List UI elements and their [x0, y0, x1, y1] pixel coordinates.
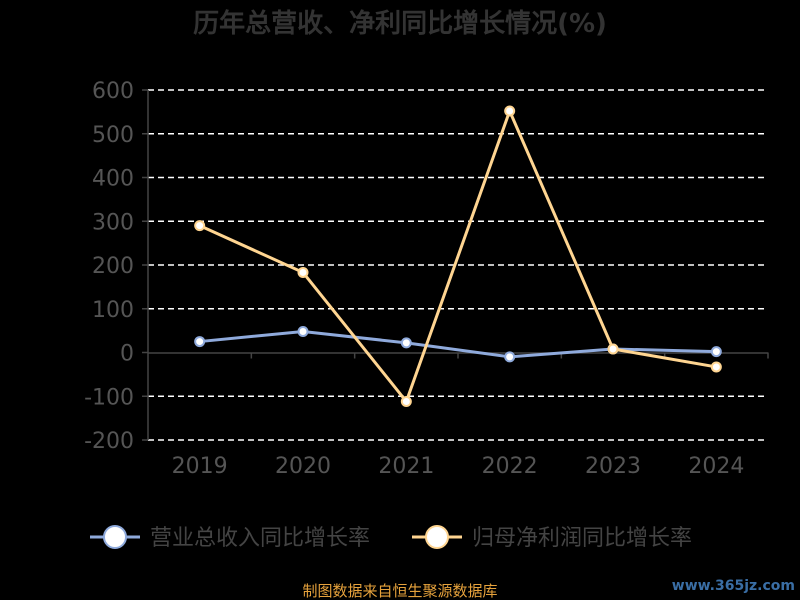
- x-tick-label: 2023: [585, 454, 641, 479]
- series-2: [194, 105, 722, 407]
- legend-item-1[interactable]: 营业总收入同比增长率: [90, 525, 370, 551]
- data-point: [194, 220, 206, 232]
- data-point: [607, 343, 619, 355]
- y-tick-label: 300: [92, 210, 134, 235]
- legend-label: 归母净利润同比增长率: [472, 526, 692, 551]
- source-note: 制图数据来自恒生聚源数据库: [302, 582, 497, 600]
- y-tick-label: -100: [84, 385, 134, 410]
- legend: 营业总收入同比增长率 归母净利润同比增长率: [90, 525, 692, 551]
- x-tick-label: 2021: [378, 454, 434, 479]
- data-point: [400, 396, 412, 407]
- x-axis-ticks: 2019 2020 2021 2022 2023 2024: [172, 352, 769, 479]
- x-tick-label: 2020: [275, 454, 331, 479]
- y-tick-label: -200: [84, 429, 134, 454]
- y-axis-ticks: 600 500 400 300 200 100 0 -100 -200: [84, 79, 148, 454]
- data-point: [194, 336, 206, 348]
- data-point: [297, 326, 309, 337]
- chart-title: 历年总营收、净利同比增长情况(%): [193, 8, 607, 39]
- x-tick-label: 2019: [172, 454, 228, 479]
- legend-label: 营业总收入同比增长率: [150, 526, 370, 551]
- legend-marker: [103, 525, 127, 549]
- series-line: [199, 329, 717, 359]
- y-tick-label: 500: [92, 123, 134, 148]
- y-tick-label: 400: [92, 167, 134, 192]
- x-tick-label: 2022: [482, 454, 538, 479]
- legend-marker: [425, 525, 449, 549]
- data-point: [400, 337, 412, 349]
- data-point: [710, 361, 722, 373]
- x-tick-label: 2024: [688, 454, 744, 479]
- data-point: [297, 266, 309, 278]
- data-point: [504, 105, 516, 117]
- y-tick-label: 100: [92, 298, 134, 323]
- y-tick-label: 200: [92, 254, 134, 279]
- grid-lines: [148, 89, 768, 441]
- series-layer: [194, 105, 722, 407]
- watermark: www.365jz.com: [672, 578, 795, 594]
- data-point: [710, 346, 722, 358]
- series-line: [199, 106, 717, 405]
- data-point: [504, 351, 516, 363]
- y-tick-label: 600: [92, 79, 134, 104]
- legend-item-2[interactable]: 归母净利润同比增长率: [412, 525, 692, 551]
- y-tick-label: 0: [120, 342, 134, 367]
